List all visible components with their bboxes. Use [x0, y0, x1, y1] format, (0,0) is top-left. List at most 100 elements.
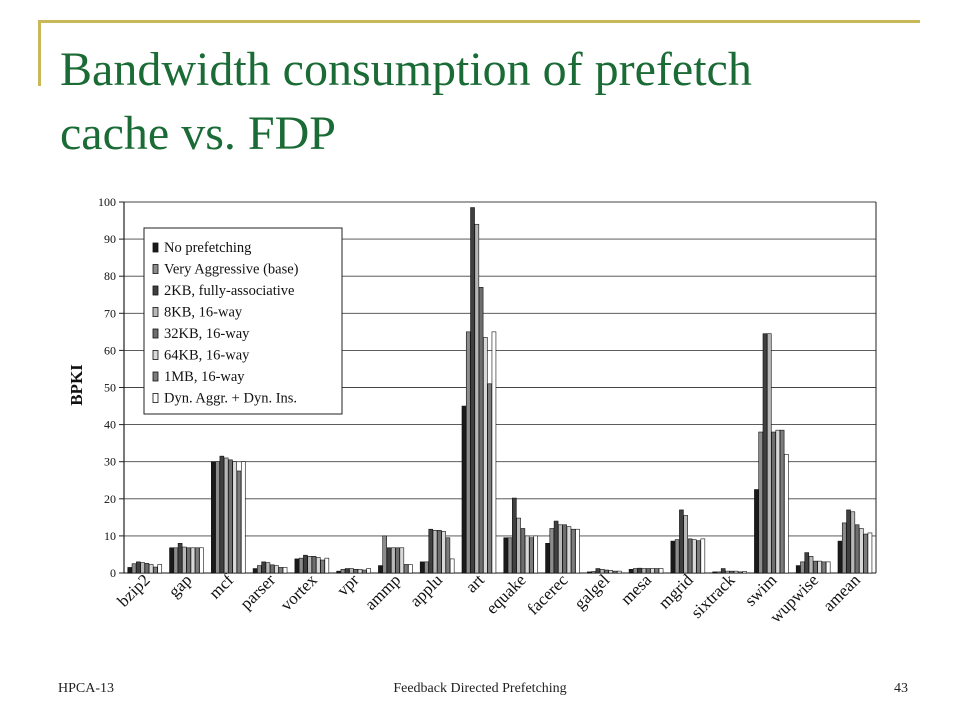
bar-mgrid-series-6	[691, 539, 697, 574]
bar-group-bzip2	[127, 561, 163, 574]
bar-galgel-series-1	[587, 571, 592, 574]
bar-gap-series-1	[169, 547, 174, 574]
bar-amean-series-1	[837, 540, 843, 574]
x-tick-label-equake: equake	[482, 570, 529, 617]
bar-sixtrack-series-6	[733, 570, 739, 574]
x-tick-label-galgel: galgel	[570, 570, 613, 613]
footer-page-number: 43	[894, 681, 908, 696]
legend-swatch-2	[152, 264, 159, 274]
x-tick-label-vortex: vortex	[277, 570, 321, 614]
bar-applu-series-6	[441, 531, 446, 574]
bar-facerec-series-8	[575, 528, 580, 574]
bar-swim-series-8	[784, 453, 789, 574]
bar-vpr-series-2	[340, 568, 346, 574]
bar-facerec-series-3	[553, 520, 559, 574]
x-tick-label-applu: applu	[406, 570, 446, 610]
bar-vortex-series-2	[298, 557, 304, 574]
x-tick-label-sixtrack: sixtrack	[687, 570, 739, 622]
bar-gap-series-8	[199, 547, 204, 574]
bar-groups	[127, 207, 873, 574]
bar-bzip2-series-1	[127, 567, 133, 574]
bar-swim-series-7	[779, 429, 785, 574]
bar-ammp-series-7	[403, 564, 409, 574]
y-tick-label-50: 50	[104, 381, 116, 395]
bar-applu-series-3	[428, 528, 434, 574]
legend-swatch-1	[152, 242, 159, 253]
bar-mcf-series-8	[240, 461, 246, 574]
bar-group-galgel	[587, 568, 622, 574]
bar-amean-series-4	[850, 511, 856, 574]
bar-galgel-series-5	[604, 569, 609, 574]
x-tick-label-art: art	[462, 570, 488, 596]
bar-gap-series-4	[182, 546, 187, 574]
bar-group-mgrid	[670, 509, 706, 574]
bar-mgrid-series-2	[674, 539, 680, 574]
bar-vortex-series-7	[320, 559, 325, 574]
bar-vortex-series-8	[324, 557, 330, 574]
bar-mcf-series-7	[236, 470, 242, 574]
bar-ammp-series-8	[408, 564, 413, 574]
bar-mgrid-series-4	[683, 515, 688, 574]
bar-art-series-4	[474, 223, 480, 574]
bar-mcf-series-2	[215, 461, 220, 574]
bar-group-vortex	[294, 554, 330, 574]
slide-title: Bandwidth consumption of prefetch cache …	[60, 38, 920, 166]
bar-vpr-series-1	[336, 570, 341, 574]
bar-applu-series-1	[419, 561, 425, 574]
x-tick-label-gap: gap	[165, 570, 196, 601]
bar-parser-series-1	[252, 568, 258, 574]
x-tick-label-mcf: mcf	[205, 570, 237, 602]
bar-wupwise-series-1	[795, 565, 801, 574]
bar-amean-series-2	[841, 522, 847, 574]
legend-label-8: Dyn. Aggr. + Dyn. Ins.	[164, 391, 297, 407]
legend-swatch-8	[152, 393, 159, 403]
bar-mesa-series-7	[654, 568, 660, 574]
bar-mesa-series-5	[645, 568, 651, 574]
bar-parser-series-2	[257, 565, 262, 574]
title-accent-left-line	[38, 20, 41, 86]
bar-vortex-series-5	[311, 556, 317, 574]
y-tick-label-100: 100	[98, 195, 116, 209]
bpki-bar-chart: 0 10 20 30 40 50 60 70 80 90 100 bzip2 gap mcfparser…	[67, 195, 877, 627]
bar-art-series-7	[487, 383, 492, 574]
bar-vortex-series-6	[315, 557, 321, 574]
legend-swatch-3	[152, 285, 159, 296]
bar-amean-series-8	[867, 532, 873, 574]
bar-swim-series-2	[758, 431, 763, 574]
bar-group-amean	[837, 509, 873, 574]
bar-wupwise-series-2	[800, 561, 805, 574]
bar-vpr-series-7	[362, 569, 367, 574]
legend-label-2: Very Aggressive (base)	[164, 262, 299, 278]
y-tick-label-40: 40	[104, 418, 116, 432]
y-tick-label-20: 20	[104, 492, 116, 506]
bar-amean-series-3	[846, 509, 851, 574]
bar-parser-series-7	[278, 567, 284, 574]
bar-vortex-series-4	[307, 556, 312, 574]
x-tick-label-amean: amean	[819, 570, 864, 615]
legend: No prefetching Very Aggressive (base) 2KB,…	[143, 227, 343, 415]
slide-title-line-1: Bandwidth consumption of prefetch	[60, 43, 752, 96]
bar-mesa-series-1	[628, 568, 634, 574]
bar-bzip2-series-7	[153, 566, 158, 574]
y-axis-label: BPKI	[67, 364, 86, 406]
bar-applu-series-8	[449, 558, 455, 574]
bar-group-sixtrack	[712, 568, 747, 574]
bar-mgrid-series-8	[700, 538, 706, 574]
bar-vpr-series-8	[366, 568, 371, 574]
bar-sixtrack-series-8	[742, 571, 747, 574]
bar-mcf-series-4	[223, 457, 229, 574]
slide-title-line-2: cache vs. FDP	[60, 107, 336, 160]
bar-wupwise-series-6	[817, 560, 822, 574]
bar-galgel-series-2	[591, 571, 596, 574]
bar-applu-series-7	[445, 537, 451, 574]
bar-equake-series-7	[529, 537, 534, 574]
legend-label-6: 64KB, 16-way	[164, 348, 250, 364]
legend-label-7: 1MB, 16-way	[164, 369, 245, 385]
bar-swim-series-4	[766, 333, 772, 574]
bar-wupwise-series-5	[813, 560, 818, 574]
footer-conference: HPCA-13	[58, 681, 115, 696]
x-tick-label-parser: parser	[236, 570, 279, 613]
legend-label-3: 2KB, fully-associative	[164, 283, 294, 299]
legend-box	[143, 227, 343, 415]
